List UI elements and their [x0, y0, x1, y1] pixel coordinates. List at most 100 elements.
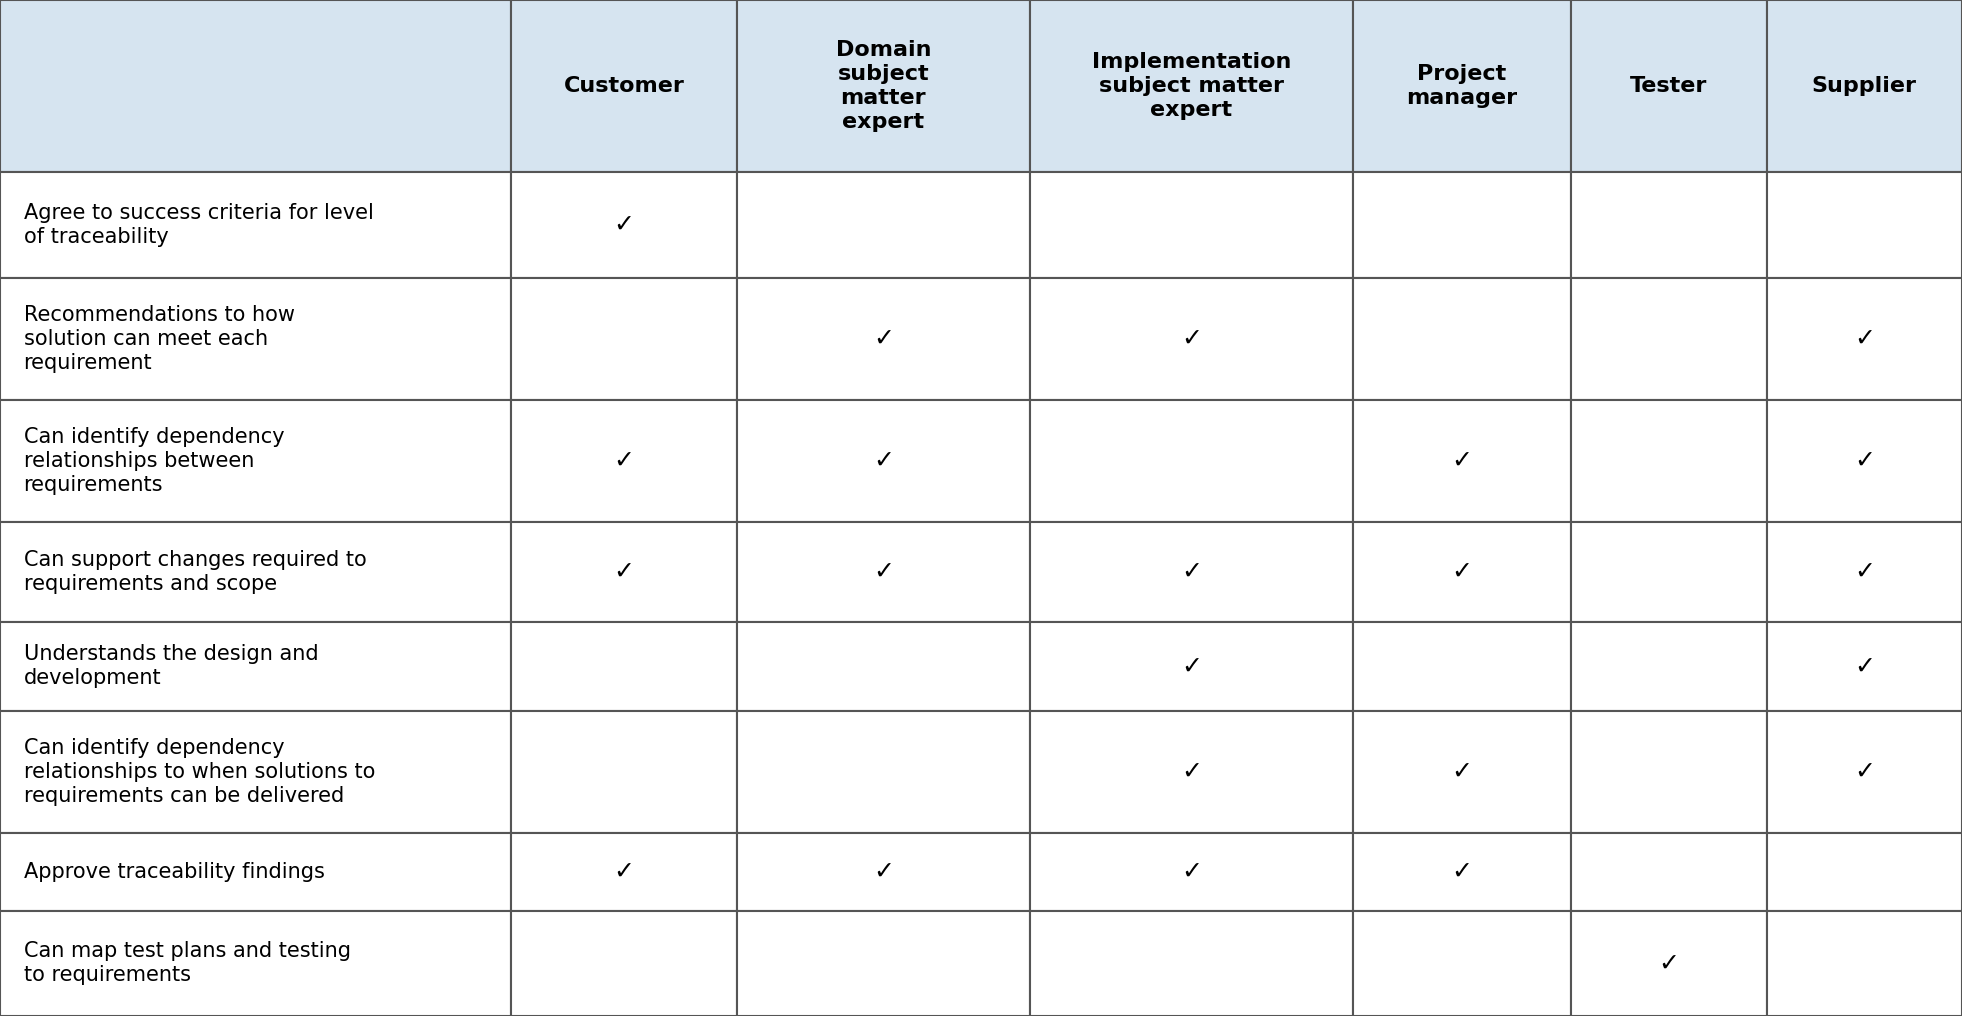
Bar [736, 910, 1030, 1016]
Text: ✓: ✓ [1452, 560, 1473, 584]
Bar [0, 710, 512, 833]
Bar [736, 522, 1030, 622]
Bar [1354, 0, 1572, 172]
Bar [512, 399, 736, 522]
Text: Recommendations to how
solution can meet each
requirement: Recommendations to how solution can meet… [24, 305, 294, 373]
Bar [0, 622, 512, 710]
Text: ✓: ✓ [1452, 860, 1473, 884]
Bar [1572, 399, 1766, 522]
Text: Tester: Tester [1630, 76, 1707, 97]
Bar [0, 399, 512, 522]
Bar [1766, 833, 1962, 910]
Text: ✓: ✓ [1181, 327, 1203, 351]
Text: ✓: ✓ [614, 449, 634, 472]
Text: ✓: ✓ [1854, 327, 1876, 351]
Bar [0, 277, 512, 399]
Bar [1354, 833, 1572, 910]
Text: Supplier: Supplier [1811, 76, 1917, 97]
Text: Domain
subject
matter
expert: Domain subject matter expert [836, 40, 932, 132]
Bar [1766, 522, 1962, 622]
Bar [1030, 910, 1354, 1016]
Bar [1572, 522, 1766, 622]
Bar [0, 172, 512, 277]
Bar [1572, 277, 1766, 399]
Bar [1030, 277, 1354, 399]
Bar [0, 833, 512, 910]
Text: ✓: ✓ [614, 213, 634, 237]
Text: Can map test plans and testing
to requirements: Can map test plans and testing to requir… [24, 941, 351, 986]
Bar [1766, 0, 1962, 172]
Bar [512, 833, 736, 910]
Bar [512, 910, 736, 1016]
Bar [1030, 710, 1354, 833]
Bar [512, 277, 736, 399]
Text: ✓: ✓ [1854, 560, 1876, 584]
Bar [736, 0, 1030, 172]
Text: ✓: ✓ [1181, 860, 1203, 884]
Bar [512, 710, 736, 833]
Text: ✓: ✓ [1452, 760, 1473, 783]
Bar [1766, 910, 1962, 1016]
Bar [1572, 833, 1766, 910]
Text: Customer: Customer [563, 76, 685, 97]
Bar [0, 522, 512, 622]
Text: Understands the design and
development: Understands the design and development [24, 644, 318, 688]
Bar [736, 172, 1030, 277]
Text: Project
manager: Project manager [1407, 64, 1519, 108]
Text: ✓: ✓ [873, 327, 895, 351]
Bar [1572, 172, 1766, 277]
Bar [1766, 710, 1962, 833]
Bar [1766, 172, 1962, 277]
Bar [736, 833, 1030, 910]
Text: Can identify dependency
relationships between
requirements: Can identify dependency relationships be… [24, 427, 284, 495]
Bar [512, 522, 736, 622]
Text: ✓: ✓ [1181, 654, 1203, 679]
Bar [736, 399, 1030, 522]
Text: Can support changes required to
requirements and scope: Can support changes required to requirem… [24, 550, 367, 593]
Bar [1030, 522, 1354, 622]
Text: ✓: ✓ [1181, 760, 1203, 783]
Bar [1354, 710, 1572, 833]
Bar [1572, 710, 1766, 833]
Text: ✓: ✓ [873, 449, 895, 472]
Text: Implementation
subject matter
expert: Implementation subject matter expert [1091, 52, 1291, 120]
Bar [1354, 622, 1572, 710]
Bar [512, 172, 736, 277]
Bar [1030, 833, 1354, 910]
Bar [1572, 0, 1766, 172]
Bar [1030, 0, 1354, 172]
Text: ✓: ✓ [1854, 449, 1876, 472]
Bar [1354, 399, 1572, 522]
Text: ✓: ✓ [614, 860, 634, 884]
Bar [1030, 622, 1354, 710]
Text: ✓: ✓ [873, 860, 895, 884]
Text: ✓: ✓ [1854, 654, 1876, 679]
Bar [1572, 910, 1766, 1016]
Bar [1766, 622, 1962, 710]
Bar [0, 910, 512, 1016]
Text: ✓: ✓ [1658, 951, 1679, 975]
Bar [1766, 399, 1962, 522]
Bar [1572, 622, 1766, 710]
Bar [0, 0, 512, 172]
Bar [512, 622, 736, 710]
Text: Can identify dependency
relationships to when solutions to
requirements can be d: Can identify dependency relationships to… [24, 738, 375, 806]
Bar [1030, 172, 1354, 277]
Text: Agree to success criteria for level
of traceability: Agree to success criteria for level of t… [24, 203, 373, 247]
Text: ✓: ✓ [1452, 449, 1473, 472]
Bar [1030, 399, 1354, 522]
Bar [1354, 172, 1572, 277]
Text: ✓: ✓ [614, 560, 634, 584]
Bar [736, 710, 1030, 833]
Text: ✓: ✓ [1181, 560, 1203, 584]
Bar [1354, 522, 1572, 622]
Bar [736, 277, 1030, 399]
Bar [736, 622, 1030, 710]
Bar [1354, 910, 1572, 1016]
Text: ✓: ✓ [873, 560, 895, 584]
Text: ✓: ✓ [1854, 760, 1876, 783]
Bar [512, 0, 736, 172]
Bar [1354, 277, 1572, 399]
Bar [1766, 277, 1962, 399]
Text: Approve traceability findings: Approve traceability findings [24, 862, 324, 882]
